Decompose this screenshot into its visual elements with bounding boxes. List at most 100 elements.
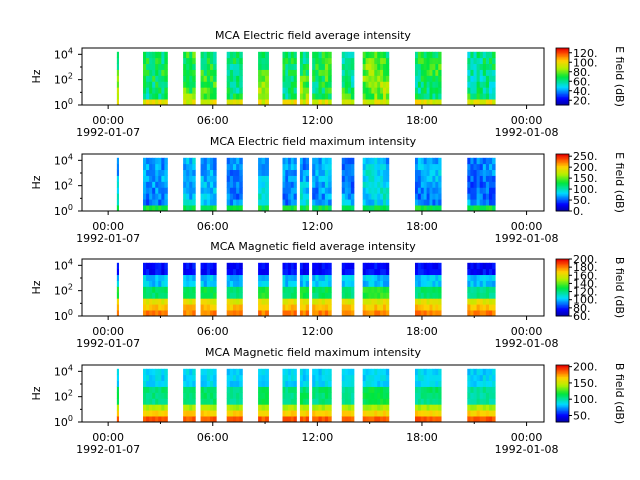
x-tick-label: 12:00: [302, 431, 334, 444]
panel-1: MCA Electric field average intensity 00:0…: [30, 29, 626, 139]
x-tick-label: 18:00: [406, 325, 438, 338]
data-segment: [312, 368, 332, 423]
data-segment: [299, 368, 310, 423]
data-segment: [116, 51, 120, 106]
y-tick-label: 104: [54, 46, 73, 61]
x-tick-label: 00:00: [92, 431, 124, 444]
data-segment: [362, 262, 390, 317]
colorbar-tick-label: 160.: [573, 269, 598, 282]
data-segment: [183, 157, 196, 212]
data-segment: [200, 157, 217, 212]
colorbar: 50. 100. 150. 200. B field (dB): [555, 361, 626, 424]
y-tick-label: 100: [54, 97, 73, 112]
colorbar-tick-label: 80.: [573, 66, 591, 79]
data-segment: [258, 51, 269, 106]
data-segment: [312, 262, 332, 317]
x-tick-label: 00:00: [92, 325, 124, 338]
y-axis-label: Hz: [30, 69, 43, 83]
y-tick-label: 100: [54, 414, 73, 429]
y-tick-label: 102: [54, 178, 73, 193]
data-segment: [143, 262, 168, 317]
data-segment: [282, 51, 297, 106]
x-tick-label: 18:00: [406, 114, 438, 127]
y-tick-label: 104: [54, 152, 73, 167]
panel-title: MCA Electric field average intensity: [215, 29, 411, 42]
data-segment: [341, 51, 355, 106]
data-segment: [183, 51, 196, 106]
panel-3: MCA Magnetic field average intensity 00:0…: [30, 240, 626, 350]
data-segment: [200, 368, 217, 423]
colorbar: 60.80.100.120.140.160.180.200. B field (d…: [555, 253, 626, 323]
axes-frame: [81, 364, 545, 423]
panel-4: MCA Magnetic field maximum intensity 00:0…: [30, 346, 626, 456]
axes-frame: [81, 47, 545, 106]
colorbar-tick-label: 200.: [573, 161, 598, 174]
data-segment: [341, 262, 355, 317]
colorbar-tick-label: 50.: [573, 409, 591, 422]
colorbar-tick-label: 0.: [573, 205, 584, 218]
data-segment: [282, 262, 297, 317]
data-segment: [312, 157, 332, 212]
data-segment: [467, 157, 496, 212]
data-segment: [467, 262, 496, 317]
x-tick-label: 00:00: [92, 220, 124, 233]
x-date-label: 1992-01-08: [495, 337, 559, 350]
x-tick-label: 00:00: [511, 114, 543, 127]
panel-title: MCA Electric field maximum intensity: [210, 135, 417, 148]
colorbar-tick-label: 180.: [573, 261, 598, 274]
colorbar-tick-label: 40.: [573, 85, 591, 98]
data-segment: [226, 51, 243, 106]
colorbar-tick-label: 100.: [573, 183, 598, 196]
colorbar-label: B field (dB): [613, 257, 626, 318]
colorbar-label: E field (dB): [613, 46, 626, 107]
y-axis-label: Hz: [30, 175, 43, 189]
colorbar-label: B field (dB): [613, 363, 626, 424]
panel-2: MCA Electric field maximum intensity 00:0…: [30, 135, 626, 245]
data-segment: [200, 51, 217, 106]
colorbar-tick-label: 140.: [573, 277, 598, 290]
x-tick-label: 18:00: [406, 431, 438, 444]
y-tick-label: 104: [54, 363, 73, 378]
data-segment: [362, 157, 390, 212]
y-tick-label: 100: [54, 203, 73, 218]
data-segment: [143, 157, 168, 212]
colorbar-tick-label: 60.: [573, 310, 591, 323]
colorbar-tick-label: 100.: [573, 294, 598, 307]
x-date-label: 1992-01-07: [76, 232, 140, 245]
data-segment: [414, 157, 442, 212]
x-tick-label: 00:00: [92, 114, 124, 127]
y-tick-label: 100: [54, 308, 73, 323]
colorbar-tick-label: 20.: [573, 94, 591, 107]
x-date-label: 1992-01-07: [76, 443, 140, 456]
axes-frame: [81, 258, 545, 317]
data-segment: [116, 157, 120, 212]
data-segment: [414, 262, 442, 317]
data-segment: [226, 157, 243, 212]
y-tick-label: 102: [54, 389, 73, 404]
axes-frame: [81, 153, 545, 212]
data-segment: [116, 262, 120, 317]
colorbar: 20.40.60.80.100.120. E field (dB): [555, 46, 626, 107]
x-date-label: 1992-01-07: [76, 337, 140, 350]
data-segment: [414, 368, 442, 423]
x-tick-label: 18:00: [406, 220, 438, 233]
x-tick-label: 12:00: [302, 220, 334, 233]
x-tick-label: 00:00: [511, 431, 543, 444]
data-segment: [362, 368, 390, 423]
x-tick-label: 06:00: [197, 431, 229, 444]
data-segment: [183, 368, 196, 423]
data-segment: [282, 368, 297, 423]
data-segment: [299, 51, 310, 106]
data-segment: [183, 262, 196, 317]
colorbar-tick-label: 50.: [573, 194, 591, 207]
data-segment: [362, 51, 390, 106]
data-segment: [226, 262, 243, 317]
x-date-label: 1992-01-08: [495, 232, 559, 245]
data-segment: [414, 51, 442, 106]
panel-title: MCA Magnetic field maximum intensity: [205, 346, 421, 359]
data-segment: [143, 51, 168, 106]
data-segment: [143, 368, 168, 423]
data-segment: [226, 368, 243, 423]
colorbar-tick-label: 150.: [573, 377, 598, 390]
x-tick-label: 00:00: [511, 325, 543, 338]
